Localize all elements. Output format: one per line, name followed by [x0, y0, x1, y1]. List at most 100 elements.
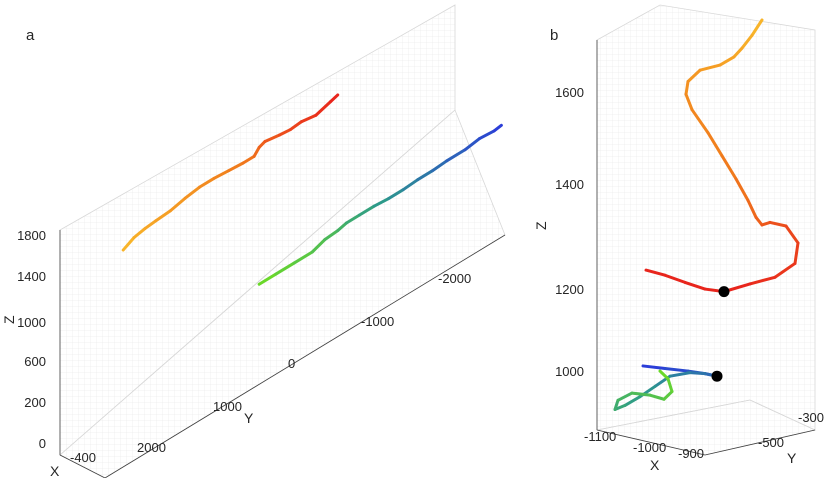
panel-a-series-0-segment — [288, 120, 303, 132]
panel-b-series-0-segment — [718, 55, 736, 67]
panel-a-series-1-segment — [387, 188, 405, 201]
panel-b-series-0-segment — [748, 275, 777, 286]
panel-a-series-0-segment — [299, 113, 318, 124]
panel-b-grid — [596, 4, 817, 456]
panel-a-series-1-segment — [344, 213, 362, 225]
panel-a-z-tick-200: 200 — [24, 395, 46, 410]
panel-a-y-tick-neg2000: -2000 — [438, 271, 471, 286]
panel-a-series-0-segment — [314, 100, 332, 117]
panel-a-series-1-segment — [257, 272, 278, 286]
panel-b-series-0-segment — [740, 33, 754, 50]
panel-b-series-0-segment — [698, 63, 722, 72]
panel-a-series-0-segment — [198, 176, 216, 189]
panel-b-x-tick-neg1100: -1100 — [584, 429, 616, 444]
panel-b-series-1-segment — [662, 390, 674, 401]
panel-a-series-0-segment — [132, 227, 147, 240]
panel-a-marks — [121, 93, 503, 286]
panel-b-series-1-segment — [630, 391, 652, 397]
panel-a-series-1-segment — [336, 221, 348, 233]
panel-a-series-1-segment — [372, 197, 391, 208]
panel-a-series-1-segment — [478, 129, 496, 141]
panel-a-series-0-segment — [278, 128, 292, 137]
panel-b-y-axis — [704, 429, 816, 456]
panel-a-series-0-segment — [252, 145, 261, 158]
panel-a-series-0-segment — [168, 196, 187, 213]
panel-a-xlabel: X — [50, 463, 60, 478]
panel-a-series-1-segment — [310, 238, 327, 254]
panel-a-z-tick-1000: 1000 — [17, 315, 46, 330]
panel-a-series-1-segment — [492, 123, 503, 133]
panel-b-series-1-segment — [658, 369, 670, 381]
panel-a-series-0-segment — [227, 161, 245, 173]
panel-a-series-0-segment — [328, 93, 340, 104]
panel-b-series-0-end-marker — [718, 286, 730, 298]
panel-b-x-axis — [596, 429, 706, 456]
panel-a-series-0-segment — [212, 169, 231, 180]
panel-b-series-1-segment — [613, 398, 620, 411]
panel-a-series-1-segment — [416, 169, 434, 182]
panel-b-series-0-segment — [684, 80, 690, 96]
panel-a-y-tick-2000: 2000 — [137, 440, 166, 455]
panel-b-ylabel: Y — [787, 450, 797, 466]
panel-a-z-tick-1800: 1800 — [17, 228, 46, 243]
panel-b-x-tick-neg900: -900 — [678, 446, 704, 461]
panel-a-series-1-segment — [401, 178, 420, 192]
panel-a-x-axis — [59, 454, 106, 478]
panel-a-z-tick-600: 600 — [24, 354, 46, 369]
panel-a-ylabel: Y — [244, 410, 254, 426]
panel-b-series-0-segment — [793, 241, 800, 265]
panel-a-label: a — [26, 27, 35, 44]
panel-b-zlabel: Z — [533, 221, 549, 230]
panel-a-y-tick-0: 0 — [288, 356, 295, 371]
panel-a-series-1-segment — [274, 261, 296, 276]
panel-b-series-1-segment — [648, 393, 666, 401]
panel-b-series-0-segment — [784, 224, 800, 245]
panel-a-series-0-segment — [121, 236, 136, 252]
panel-b-series-0-segment — [754, 215, 764, 227]
panel-b-series-0-segment — [690, 108, 710, 135]
panel-a-z-tick-1400: 1400 — [17, 269, 46, 284]
panel-a-series-1-segment — [445, 148, 467, 163]
panel-b-series-0-segment — [750, 18, 764, 37]
panel-a-series-1-segment — [323, 229, 340, 242]
panel-b-series-0-segment — [773, 261, 797, 279]
panel-b-series-1-segment — [663, 367, 690, 373]
panel-b-series-1-segment — [688, 371, 707, 376]
panel-b-series-1-segment — [623, 395, 642, 407]
panel-a-grid — [59, 4, 506, 478]
panel-b-series-1-segment — [666, 377, 674, 394]
panel-b-x-tick-neg1000: -1000 — [633, 440, 666, 455]
panel-b-xlabel: X — [650, 457, 660, 473]
panel-a-x-tick-neg400: -400 — [70, 450, 96, 465]
panel-b-z-tick-1600: 1600 — [555, 85, 584, 100]
panel-b-series-1-segment — [668, 371, 692, 378]
panel-a-y-tick-1000: 1000 — [213, 399, 242, 414]
panel-a-series-1-segment — [358, 204, 376, 217]
panel-a-series-1-segment — [463, 137, 482, 152]
panel-a-zlabel: Z — [1, 315, 17, 324]
panel-a-series-1-segment — [292, 250, 314, 265]
panel-a-series-0-segment — [263, 133, 282, 143]
panel-b-series-0-segment — [684, 92, 694, 112]
panel-b-series-0-tail-segment — [663, 273, 687, 284]
panel-a-series-0-segment — [143, 219, 158, 231]
panel-b-marks — [613, 18, 800, 411]
panel-b-z-tick-1000: 1000 — [555, 364, 584, 379]
panel-b-z-tick-1200: 1200 — [555, 282, 584, 297]
panel-b-series-0-segment — [732, 46, 744, 59]
panel-b-z-tick-1400: 1400 — [555, 177, 584, 192]
panel-b-series-0-segment — [746, 198, 758, 219]
panel-b-series-0-segment — [706, 131, 724, 158]
panel-a-y-axis — [104, 234, 506, 478]
panel-b-series-0-segment — [720, 154, 738, 181]
panel-b-series-1-end-marker — [711, 370, 723, 382]
panel-b-series-1-segment — [641, 364, 667, 370]
panel-b-series-0-tail-segment — [683, 280, 707, 291]
panel-b-label: b — [550, 27, 558, 44]
panel-b-y-tick-neg500: -500 — [758, 435, 784, 450]
panel-a-series-0-segment — [154, 209, 172, 223]
panel-b-series-0-segment — [734, 177, 750, 202]
panel-b-y-tick-neg300: -300 — [798, 410, 824, 425]
panel-b-series-0-segment — [768, 220, 788, 228]
